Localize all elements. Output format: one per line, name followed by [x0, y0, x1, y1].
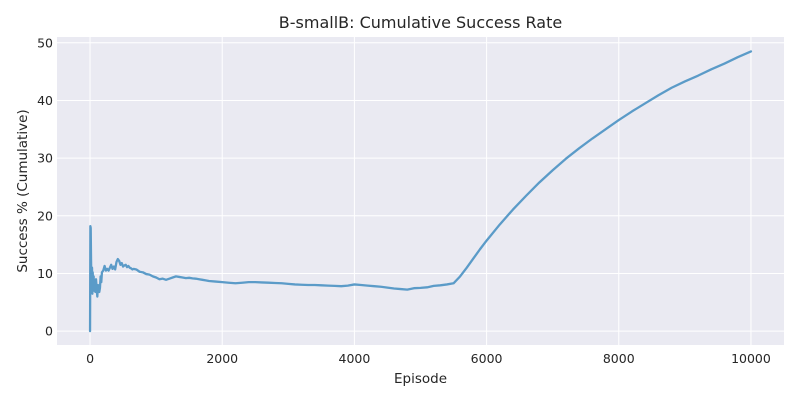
x-tick-label: 4000 — [339, 351, 371, 366]
x-tick-label: 8000 — [603, 351, 635, 366]
y-tick-label: 10 — [37, 266, 53, 281]
y-tick-label: 0 — [45, 324, 53, 339]
y-tick-label: 20 — [37, 208, 53, 223]
x-tick-label: 2000 — [206, 351, 238, 366]
tick-labels: 0 2000 4000 6000 8000 10000 0 10 20 30 40 50 — [37, 35, 771, 366]
plot-area — [57, 37, 784, 345]
x-tick-label: 6000 — [471, 351, 503, 366]
grid-lines — [57, 37, 784, 345]
x-tick-label: 0 — [86, 351, 94, 366]
y-tick-label: 40 — [37, 93, 53, 108]
x-tick-label: 10000 — [731, 351, 771, 366]
chart-title: B-smallB: Cumulative Success Rate — [279, 13, 562, 32]
series-line — [88, 50, 753, 333]
x-axis-label: Episode — [394, 371, 447, 387]
y-tick-label: 30 — [37, 151, 53, 166]
y-tick-label: 50 — [37, 35, 53, 50]
y-axis-label: Success % (Cumulative) — [15, 109, 31, 272]
